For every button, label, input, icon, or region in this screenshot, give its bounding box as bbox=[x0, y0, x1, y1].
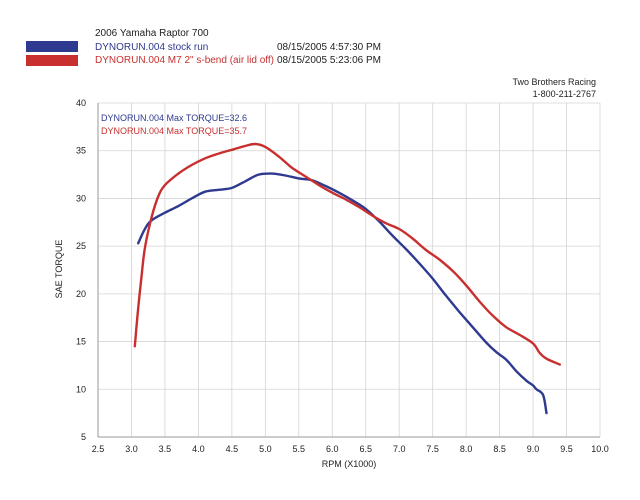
legend-swatch-m7 bbox=[26, 55, 78, 66]
legend-swatch-stock bbox=[26, 41, 78, 52]
y-tick-label: 20 bbox=[76, 289, 86, 299]
axes bbox=[97, 103, 600, 438]
series-line-m7-run bbox=[133, 142, 561, 366]
x-tick-label: 8.0 bbox=[460, 444, 473, 454]
x-tick-label: 2.5 bbox=[92, 444, 105, 454]
legend-timestamp-m7: 08/15/2005 5:23:06 PM bbox=[277, 55, 381, 66]
grid-lines bbox=[97, 102, 601, 438]
annotation-max-m7: DYNORUN.004 Max TORQUE=35.7 bbox=[101, 126, 247, 136]
x-tick-label: 7.5 bbox=[426, 444, 439, 454]
x-tick-label: 3.5 bbox=[159, 444, 172, 454]
x-tick-label: 7.0 bbox=[393, 444, 406, 454]
tick-labels: 2.5 3.0 3.5 4.0 4.5 5.0 5.5 6.0 6.5 7.0 7.5 8.0 8.5 9… bbox=[76, 98, 609, 454]
y-tick-label: 35 bbox=[76, 146, 86, 156]
x-tick-label: 6.0 bbox=[326, 444, 339, 454]
company-name: Two Brothers Racing bbox=[512, 77, 596, 87]
legend-label-stock: DYNORUN.004 stock run bbox=[95, 42, 208, 53]
x-tick-label: 9.0 bbox=[527, 444, 540, 454]
company-phone: 1-800-211-2767 bbox=[533, 89, 596, 99]
legend-timestamp-stock: 08/15/2005 4:57:30 PM bbox=[277, 42, 381, 53]
y-axis-label: SAE TORQUE bbox=[54, 240, 64, 299]
y-tick-label: 15 bbox=[76, 337, 86, 347]
x-tick-label: 4.0 bbox=[192, 444, 205, 454]
x-tick-label: 10.0 bbox=[591, 444, 609, 454]
y-tick-label: 25 bbox=[76, 241, 86, 251]
y-tick-label: 40 bbox=[76, 98, 86, 108]
x-tick-label: 4.5 bbox=[226, 444, 239, 454]
x-tick-label: 6.5 bbox=[359, 444, 372, 454]
x-tick-label: 3.0 bbox=[125, 444, 138, 454]
annotation-max-stock: DYNORUN.004 Max TORQUE=32.6 bbox=[101, 113, 247, 123]
y-tick-label: 30 bbox=[76, 193, 86, 203]
series-lines bbox=[133, 142, 561, 415]
series-line-stock-run bbox=[137, 172, 548, 415]
x-axis-label: RPM (X1000) bbox=[322, 459, 377, 469]
legend-label-m7: DYNORUN.004 M7 2" s-bend (air lid off) bbox=[95, 55, 274, 66]
x-tick-label: 5.0 bbox=[259, 444, 272, 454]
y-tick-label: 5 bbox=[81, 432, 86, 442]
x-tick-label: 9.5 bbox=[560, 444, 573, 454]
y-tick-label: 10 bbox=[76, 384, 86, 394]
chart-title: 2006 Yamaha Raptor 700 bbox=[95, 28, 209, 39]
x-tick-label: 8.5 bbox=[493, 444, 506, 454]
x-tick-label: 5.5 bbox=[293, 444, 306, 454]
